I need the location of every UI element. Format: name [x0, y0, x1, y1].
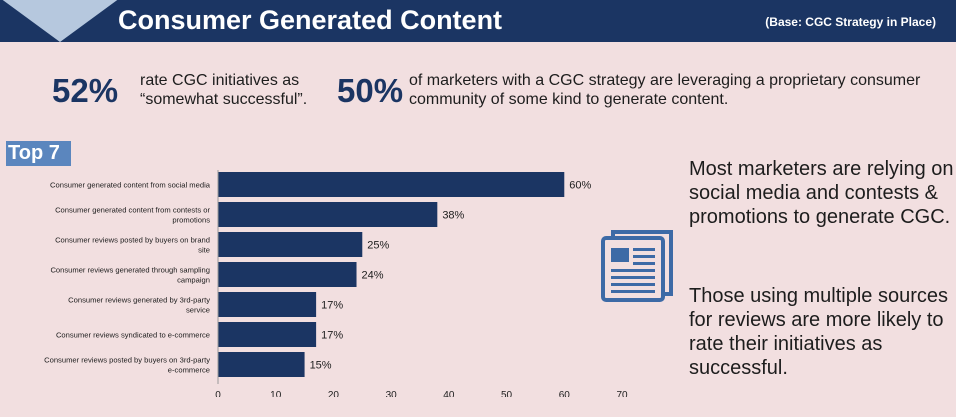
data-label: 38% [442, 210, 464, 222]
x-tick-label: 30 [386, 390, 398, 397]
category-label: Consumer reviews posted by buyers on bra… [55, 236, 210, 255]
side-text-1: Most marketers are relying on social med… [689, 158, 954, 228]
x-tick-label: 70 [616, 390, 628, 397]
top-label: Top 7 [6, 141, 71, 166]
base-note: (Base: CGC Strategy in Place) [765, 15, 936, 29]
data-label: 60% [569, 180, 591, 192]
page-title: Consumer Generated Content [118, 5, 503, 35]
stat-value-2: 50% [337, 72, 404, 109]
x-tick-label: 10 [270, 390, 282, 397]
bar [218, 322, 317, 347]
data-label: 25% [367, 240, 389, 252]
x-tick-label: 50 [501, 390, 513, 397]
data-label: 24% [362, 270, 384, 282]
bar [218, 172, 565, 197]
x-tick-label: 60 [559, 390, 571, 397]
category-label: Consumer reviews generated through sampl… [50, 266, 210, 285]
x-tick-label: 0 [215, 390, 221, 397]
category-label: Consumer reviews posted by buyers on 3rd… [44, 356, 210, 375]
header-bar [0, 0, 956, 42]
stat-value-1: 52% [52, 72, 119, 109]
newspaper-icon [601, 230, 673, 302]
data-label: 15% [310, 360, 332, 372]
bar [218, 232, 363, 257]
header-notch [0, 0, 120, 42]
bar [218, 292, 317, 317]
bar [218, 202, 438, 227]
data-label: 17% [321, 330, 343, 342]
stat-text-2: of marketers with a CGC strategy are lev… [409, 72, 921, 108]
x-tick-label: 40 [443, 390, 455, 397]
bar-chart: 60% Consumer generated content from socia… [44, 170, 628, 397]
bar [218, 352, 305, 377]
category-label: Consumer reviews syndicated to e-commerc… [56, 331, 210, 340]
bar [218, 262, 357, 287]
category-label: Consumer reviews generated by 3rd-party s… [68, 296, 210, 315]
x-tick-label: 20 [328, 390, 340, 397]
side-text-2: Those using multiple sources for reviews… [689, 285, 949, 379]
category-label: Consumer generated content from social m… [50, 181, 211, 190]
category-label: Consumer generated content from contests… [55, 206, 210, 225]
stat-text-1: rate CGC initiatives as “somewhat succes… [140, 72, 308, 108]
data-label: 17% [321, 300, 343, 312]
